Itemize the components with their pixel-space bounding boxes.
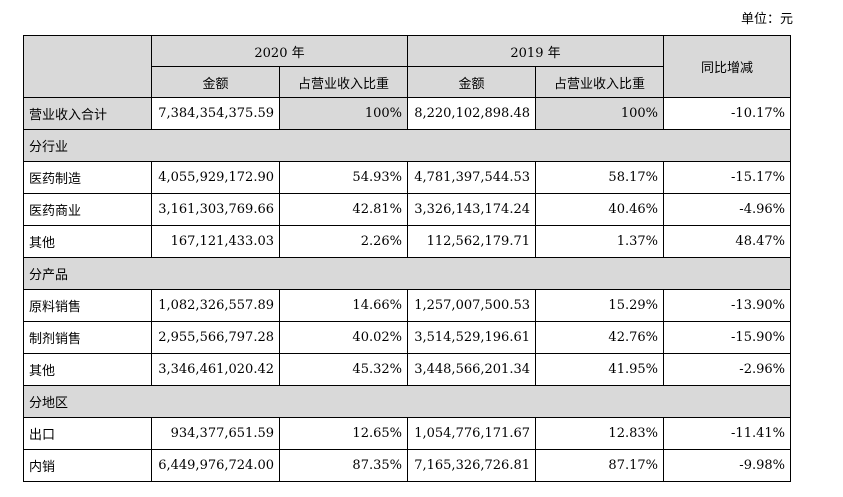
table-row: 医药商业 3,161,303,769.66 42.81% 3,326,143,174.… [23, 193, 791, 226]
ratio-2019: 100% [535, 97, 664, 130]
amount-2020: 6,449,976,724.00 [151, 449, 280, 482]
amount-2019: 3,448,566,201.34 [407, 353, 536, 386]
amount-2020: 934,377,651.59 [151, 417, 280, 450]
header-amount-2020: 金额 [151, 66, 280, 98]
ratio-2019: 15.29% [535, 289, 664, 322]
table-row: 其他 3,346,461,020.42 45.32% 3,448,566,201.34… [23, 353, 791, 386]
ratio-2019: 58.17% [535, 161, 664, 194]
row-label: 医药商业 [23, 193, 152, 226]
row-label: 原料销售 [23, 289, 152, 322]
yoy-change: -15.90% [663, 321, 791, 354]
section-title: 分产品 [23, 257, 791, 290]
ratio-2019: 41.95% [535, 353, 664, 386]
section-header-row: 分地区 [23, 385, 791, 418]
ratio-2020: 87.35% [279, 449, 408, 482]
amount-2020: 1,082,326,557.89 [151, 289, 280, 322]
ratio-2019: 40.46% [535, 193, 664, 226]
amount-2019: 8,220,102,898.48 [407, 97, 536, 130]
total-row: 营业收入合计 7,384,354,375.59 100% 8,220,102,8… [23, 97, 791, 130]
ratio-2019: 1.37% [535, 225, 664, 258]
yoy-change: -9.98% [663, 449, 791, 482]
header-amount-2019: 金额 [407, 66, 536, 98]
revenue-table: 2020 年 2019 年 同比增减 金额 占营业收入比重 金额 占营业收入比重… [23, 35, 791, 482]
table-row: 内销 6,449,976,724.00 87.35% 7,165,326,726.81… [23, 449, 791, 482]
section-title: 分地区 [23, 385, 791, 418]
ratio-2020: 2.26% [279, 225, 408, 258]
table-row: 原料销售 1,082,326,557.89 14.66% 1,257,007,500.… [23, 289, 791, 322]
amount-2019: 1,257,007,500.53 [407, 289, 536, 322]
section-title: 分行业 [23, 129, 791, 162]
section-header-row: 分行业 [23, 129, 791, 162]
ratio-2019: 12.83% [535, 417, 664, 450]
row-label: 医药制造 [23, 161, 152, 194]
header-ratio-2020: 占营业收入比重 [279, 66, 408, 98]
amount-2020: 167,121,433.03 [151, 225, 280, 258]
header-year-2020: 2020 年 [151, 35, 408, 67]
row-label: 内销 [23, 449, 152, 482]
amount-2019: 3,326,143,174.24 [407, 193, 536, 226]
header-yoy: 同比增减 [663, 35, 791, 98]
ratio-2019: 87.17% [535, 449, 664, 482]
unit-label: 单位：元 [741, 12, 794, 27]
yoy-change: -15.17% [663, 161, 791, 194]
amount-2019: 7,165,326,726.81 [407, 449, 536, 482]
yoy-change: 48.47% [663, 225, 791, 258]
ratio-2020: 54.93% [279, 161, 408, 194]
row-label: 其他 [23, 225, 152, 258]
table-row: 制剂销售 2,955,566,797.28 40.02% 3,514,529,196.… [23, 321, 791, 354]
ratio-2019: 42.76% [535, 321, 664, 354]
yoy-change: -4.96% [663, 193, 791, 226]
yoy-change: -13.90% [663, 289, 791, 322]
ratio-2020: 42.81% [279, 193, 408, 226]
row-label: 出口 [23, 417, 152, 450]
amount-2020: 3,346,461,020.42 [151, 353, 280, 386]
row-label: 制剂销售 [23, 321, 152, 354]
section-header-row: 分产品 [23, 257, 791, 290]
header-year-2019: 2019 年 [407, 35, 664, 67]
ratio-2020: 14.66% [279, 289, 408, 322]
header-corner [23, 35, 152, 98]
ratio-2020: 45.32% [279, 353, 408, 386]
table-row: 其他 167,121,433.03 2.26% 112,562,179.71 1.37%… [23, 225, 791, 258]
table-row: 出口 934,377,651.59 12.65% 1,054,776,171.67 12… [23, 417, 791, 450]
yoy-change: -2.96% [663, 353, 791, 386]
row-label: 营业收入合计 [23, 97, 152, 130]
amount-2019: 3,514,529,196.61 [407, 321, 536, 354]
table-row: 医药制造 4,055,929,172.90 54.93% 4,781,397,544.… [23, 161, 791, 194]
header-ratio-2019: 占营业收入比重 [535, 66, 664, 98]
amount-2020: 4,055,929,172.90 [151, 161, 280, 194]
amount-2019: 4,781,397,544.53 [407, 161, 536, 194]
row-label: 其他 [23, 353, 152, 386]
yoy-change: -11.41% [663, 417, 791, 450]
amount-2020: 7,384,354,375.59 [151, 97, 280, 130]
amount-2020: 2,955,566,797.28 [151, 321, 280, 354]
ratio-2020: 40.02% [279, 321, 408, 354]
ratio-2020: 12.65% [279, 417, 408, 450]
amount-2019: 112,562,179.71 [407, 225, 536, 258]
yoy-change: -10.17% [663, 97, 791, 130]
amount-2019: 1,054,776,171.67 [407, 417, 536, 450]
amount-2020: 3,161,303,769.66 [151, 193, 280, 226]
ratio-2020: 100% [279, 97, 408, 130]
